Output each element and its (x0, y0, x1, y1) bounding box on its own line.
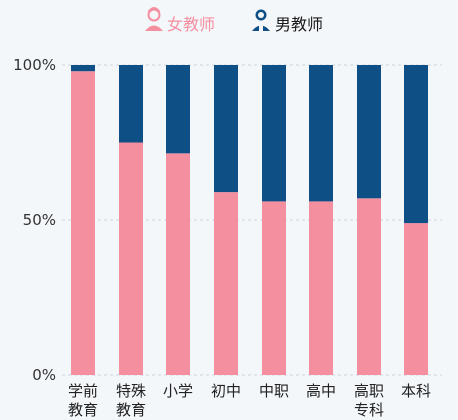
legend-label-male: 男教师 (275, 15, 323, 34)
x-tick-label-2-0: 小学 (163, 382, 193, 400)
bar-segment-male-4 (262, 65, 286, 202)
x-tick-label-1-0: 特殊 (116, 382, 146, 400)
x-tick-label-5-0: 高中 (306, 382, 336, 400)
x-tick-label-4-0: 中职 (259, 382, 289, 400)
bar-segment-female-6 (357, 198, 381, 375)
x-tick-label-1-1: 教育 (116, 401, 146, 419)
x-tick-label-0-1: 教育 (68, 401, 98, 419)
bar-segment-male-3 (214, 65, 238, 193)
y-tick-100: 100% (13, 56, 56, 74)
y-tick-0: 0% (32, 366, 56, 384)
bar-segment-female-7 (404, 223, 428, 375)
bar-segment-male-2 (166, 65, 190, 154)
x-tick-label-7-0: 本科 (401, 382, 431, 400)
legend-item-male: 男教师 (252, 9, 323, 34)
bar-segment-male-6 (357, 65, 381, 199)
x-tick-label-6-0: 高职 (354, 382, 384, 400)
bar-segment-female-5 (309, 201, 333, 375)
x-tick-label-3-0: 初中 (211, 382, 241, 400)
bars-group (71, 65, 428, 375)
x-tick-label-0-0: 学前 (68, 382, 98, 400)
bar-segment-female-4 (262, 201, 286, 375)
bar-segment-female-1 (119, 142, 143, 375)
bar-segment-male-0 (71, 65, 95, 72)
legend-label-female: 女教师 (167, 15, 215, 34)
bar-segment-male-7 (404, 65, 428, 224)
x-tick-label-6-1: 专科 (354, 401, 384, 419)
bar-segment-male-5 (309, 65, 333, 202)
female-teacher-icon (145, 7, 163, 31)
legend-item-female: 女教师 (145, 7, 215, 34)
male-teacher-icon (252, 9, 270, 31)
bar-segment-female-2 (166, 153, 190, 375)
bar-segment-male-1 (119, 65, 143, 143)
legend: 女教师 男教师 (145, 7, 323, 34)
bar-segment-female-0 (71, 71, 95, 375)
y-tick-50: 50% (23, 211, 56, 229)
bar-segment-female-3 (214, 192, 238, 375)
